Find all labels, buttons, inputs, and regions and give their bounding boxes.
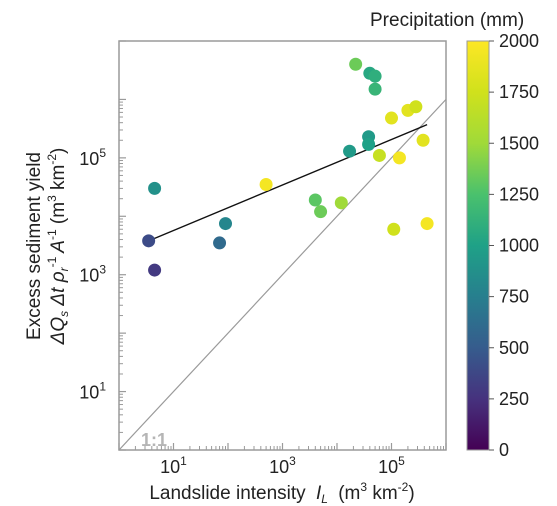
colorbar-tick-label: 2000 <box>499 31 539 51</box>
colorbar-tick-label: 750 <box>499 287 529 307</box>
colorbar-tick-label: 500 <box>499 338 529 358</box>
colorbar-tick-label: 1750 <box>499 82 539 102</box>
data-point-11 <box>349 57 363 71</box>
data-point-17 <box>372 148 386 162</box>
data-point-4 <box>213 236 227 250</box>
x-tick-label: 103 <box>269 454 296 477</box>
x-axis-ticks: 101 103 105 <box>118 443 447 477</box>
data-point-18 <box>385 111 398 125</box>
data-point-19 <box>387 222 401 236</box>
data-point-7 <box>308 193 322 207</box>
data-point-10 <box>343 144 357 158</box>
regression-line <box>148 124 428 242</box>
x-axis-label: Landslide intensity IL (m3 km-2) <box>149 480 414 506</box>
plot-frame <box>118 40 447 451</box>
colorbar-title: Precipitation (mm) <box>370 10 524 31</box>
data-point-2 <box>148 263 162 277</box>
data-point-8 <box>314 205 328 219</box>
data-point-22 <box>409 100 423 114</box>
colorbar-ticks: 0 250 500 750 1000 1250 1500 1750 2000 <box>489 31 539 460</box>
y-tick-label: 103 <box>79 263 106 286</box>
data-point-1 <box>142 234 156 248</box>
data-point-6 <box>259 177 273 191</box>
y-tick-label: 101 <box>79 380 106 403</box>
data-point-20 <box>392 151 406 165</box>
y-axis-label-line1: Excess sediment yield <box>24 152 45 340</box>
y-axis-ticks: 101 103 105 <box>79 40 126 451</box>
x-tick-label: 101 <box>160 454 187 477</box>
y-axis-label-line2: ΔQs Δt ρr-1A-1 (m3 km-2) <box>45 148 71 346</box>
data-point-23 <box>416 133 430 147</box>
data-point-3 <box>148 181 162 195</box>
colorbar <box>466 40 490 451</box>
one-to-one-line <box>119 99 446 450</box>
data-point-24 <box>420 217 434 231</box>
y-axis-label: Excess sediment yield ΔQs Δt ρr-1A-1 (m3… <box>24 148 71 346</box>
colorbar-tick-label: 250 <box>499 389 529 409</box>
data-point-16 <box>368 82 382 96</box>
y-tick-label: 105 <box>79 146 106 169</box>
colorbar-tick-label: 1500 <box>499 133 539 153</box>
one-to-one-label: 1:1 <box>141 430 167 450</box>
plot-area <box>119 57 446 450</box>
data-point-15 <box>368 69 382 83</box>
colorbar-tick-label: 1250 <box>499 184 539 204</box>
data-point-13 <box>362 137 376 151</box>
colorbar-tick-label: 0 <box>499 440 509 460</box>
data-point-5 <box>219 217 233 231</box>
colorbar-tick-label: 1000 <box>499 236 539 256</box>
data-points <box>142 57 434 277</box>
data-point-9 <box>334 196 348 210</box>
x-tick-label: 105 <box>378 454 405 477</box>
